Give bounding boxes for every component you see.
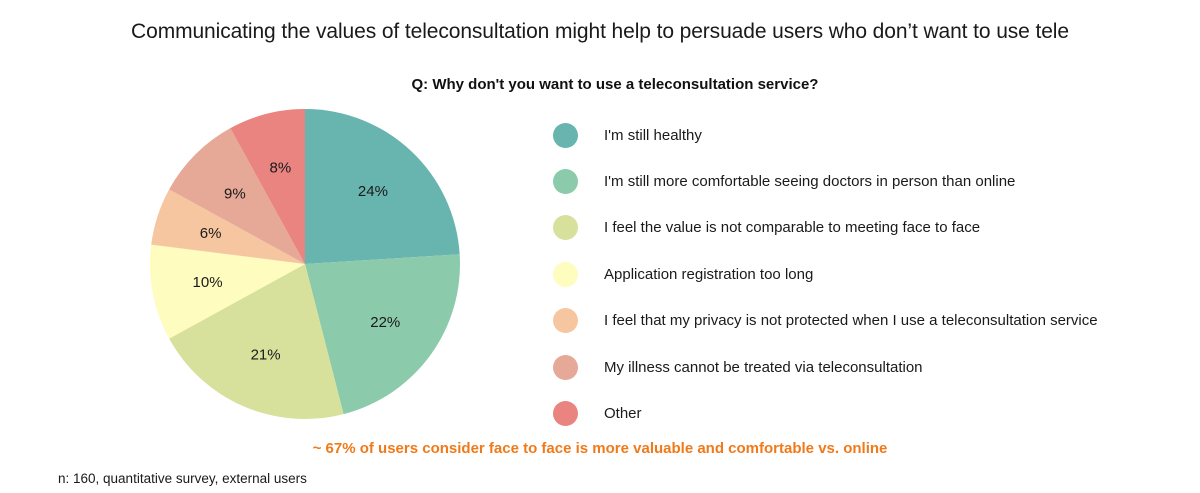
pie-slice-label-3: 10% [193, 274, 223, 291]
pie-slice-label-4: 6% [200, 225, 222, 242]
pie-slice-6 [230, 109, 305, 264]
legend-item-1: I'm still more comfortable seeing doctor… [553, 158, 1098, 204]
pie-slice-1 [305, 254, 460, 415]
legend-item-5: My illness cannot be treated via telecon… [553, 344, 1098, 390]
legend-swatch-3 [553, 261, 578, 287]
key-insight: ~ 67% of users consider face to face is … [312, 440, 888, 457]
legend-label-2: I feel the value is not comparable to me… [604, 219, 981, 237]
sample-note: n: 160, quantitative survey, external us… [58, 471, 307, 486]
survey-question: Q: Why don't you want to use a teleconsu… [411, 76, 819, 93]
legend-item-4: I feel that my privacy is not protected … [553, 298, 1098, 344]
legend-swatch-2 [553, 215, 578, 241]
legend-item-2: I feel the value is not comparable to me… [553, 205, 1098, 251]
legend-swatch-1 [553, 169, 578, 195]
pie-slice-4 [151, 189, 305, 264]
legend-item-6: Other [553, 390, 1098, 436]
legend-label-3: Application registration too long [604, 265, 814, 283]
legend-label-1: I'm still more comfortable seeing doctor… [604, 173, 1016, 191]
pie-slice-label-0: 24% [358, 183, 388, 200]
chart-legend: I'm still healthy I'm still more comforta… [553, 112, 1098, 437]
legend-swatch-5 [553, 354, 578, 380]
pie-slice-3 [150, 244, 305, 339]
legend-label-4: I feel that my privacy is not protected … [604, 312, 1098, 330]
pie-slice-5 [169, 128, 305, 264]
pie-slice-label-2: 21% [251, 347, 281, 364]
legend-label-0: I'm still healthy [604, 126, 702, 144]
legend-label-5: My illness cannot be treated via telecon… [604, 358, 923, 376]
legend-swatch-4 [553, 308, 578, 334]
chart-title: Communicating the values of teleconsulta… [131, 20, 1069, 43]
legend-swatch-6 [553, 401, 578, 427]
legend-swatch-0 [553, 122, 578, 148]
pie-slice-0 [305, 109, 460, 264]
legend-item-3: Application registration too long [553, 251, 1098, 297]
pie-slice-label-6: 8% [269, 159, 291, 176]
pie-slice-label-5: 9% [224, 185, 246, 202]
pie-slice-label-1: 22% [370, 314, 400, 331]
pie-slice-2 [169, 264, 344, 420]
legend-item-0: I'm still healthy [553, 112, 1098, 158]
pie-chart: 24% 22% 21% 10% 6% 9% 8% [150, 109, 460, 420]
legend-label-6: Other [604, 405, 642, 423]
